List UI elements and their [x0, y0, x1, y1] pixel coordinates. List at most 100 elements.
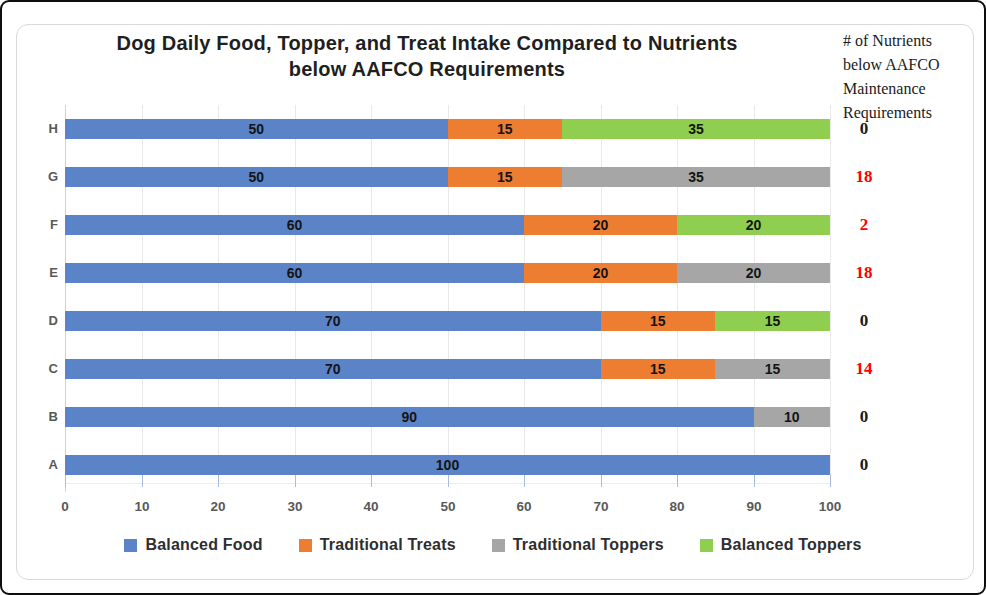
bar-segment-label: 20: [746, 217, 762, 233]
chart-title-line2: below AAFCO Requirements: [42, 56, 812, 82]
x-axis-tick-label: 50: [426, 499, 470, 514]
bar-segment-traditional-toppers: 15: [715, 359, 830, 379]
plot-area: 50 15 35 50 15 35 60 20 20 60 20 20 70 15 15 70 15 15 90 10…: [65, 105, 830, 483]
nutrient-count: 14: [832, 356, 896, 382]
x-axis-tick-label: 60: [502, 499, 546, 514]
bar-segment-label: 50: [248, 121, 264, 137]
bar-segment-balanced-toppers: 20: [677, 215, 830, 235]
x-axis-tick-label: 90: [732, 499, 776, 514]
legend-swatch-icon: [124, 539, 137, 552]
bar-segment-traditional-treats: 15: [448, 167, 563, 187]
category-label: H: [20, 119, 58, 139]
bar-segment-traditional-toppers: 35: [562, 167, 830, 187]
category-label: G: [20, 167, 58, 187]
x-axis-tick-label: 70: [579, 499, 623, 514]
axis-tick: [295, 475, 296, 487]
category-label: B: [20, 407, 58, 427]
axis-tick: [371, 475, 372, 487]
category-label: F: [20, 215, 58, 235]
bar-segment-balanced-toppers: 35: [562, 119, 830, 139]
gridline: [830, 105, 831, 483]
nutrient-count: 0: [832, 116, 896, 142]
bar-segment-label: 15: [765, 361, 781, 377]
x-axis-tick-label: 30: [273, 499, 317, 514]
bar-segment-label: 70: [325, 361, 341, 377]
bar-segment-balanced-food: 70: [65, 359, 601, 379]
bar-segment-traditional-toppers: 10: [754, 407, 831, 427]
bar-segment-label: 35: [688, 169, 704, 185]
right-axis-title: # of Nutrientsbelow AAFCOMaintenanceRequ…: [843, 29, 977, 125]
x-axis-tick-label: 100: [808, 499, 852, 514]
category-label: A: [20, 455, 58, 475]
right-axis-title-line: # of Nutrients: [843, 29, 977, 53]
x-axis-tick-label: 0: [43, 499, 87, 514]
bar-segment-traditional-treats: 15: [448, 119, 563, 139]
y-axis-line: [65, 105, 66, 492]
bar-segment-traditional-treats: 20: [524, 263, 677, 283]
category-label: D: [20, 311, 58, 331]
axis-tick: [448, 475, 449, 487]
category-label: C: [20, 359, 58, 379]
bar-segment-balanced-food: 50: [65, 167, 448, 187]
nutrient-count: 18: [832, 164, 896, 190]
bar-segment-balanced-toppers: 15: [715, 311, 830, 331]
bar-segment-balanced-food: 50: [65, 119, 448, 139]
legend-label: Traditional Toppers: [513, 536, 664, 554]
legend-swatch-icon: [700, 539, 713, 552]
nutrient-count: 2: [832, 212, 896, 238]
bar-segment-label: 15: [497, 169, 513, 185]
axis-tick: [601, 475, 602, 487]
bar-segment-label: 10: [784, 409, 800, 425]
right-axis-title-line: below AAFCO: [843, 53, 977, 77]
x-axis-tick-label: 20: [196, 499, 240, 514]
x-axis-tick-label: 40: [349, 499, 393, 514]
bar-segment-balanced-food: 70: [65, 311, 601, 331]
legend-swatch-icon: [299, 539, 312, 552]
legend-item-traditional-toppers: Traditional Toppers: [492, 536, 664, 554]
category-label: E: [20, 263, 58, 283]
axis-tick: [65, 475, 66, 487]
nutrient-count: 0: [832, 308, 896, 334]
axis-tick: [677, 475, 678, 487]
bar-segment-label: 20: [593, 217, 609, 233]
bar-segment-label: 20: [746, 265, 762, 281]
axis-tick: [524, 475, 525, 487]
bar-segment-balanced-food: 60: [65, 263, 524, 283]
bar-segment-label: 70: [325, 313, 341, 329]
legend-label: Balanced Food: [145, 536, 262, 554]
bar-segment-traditional-treats: 15: [601, 311, 716, 331]
bar-segment-label: 15: [650, 313, 666, 329]
axis-tick: [754, 475, 755, 487]
bar-segment-traditional-toppers: 20: [677, 263, 830, 283]
bar-segment-label: 15: [650, 361, 666, 377]
axis-tick: [830, 475, 831, 487]
bar-segment-traditional-treats: 20: [524, 215, 677, 235]
x-axis-tick-label: 80: [655, 499, 699, 514]
nutrient-count: 0: [832, 404, 896, 430]
bar-segment-balanced-food: 60: [65, 215, 524, 235]
bar-segment-label: 50: [248, 169, 264, 185]
legend-label: Traditional Treats: [320, 536, 456, 554]
bar-segment-label: 15: [765, 313, 781, 329]
bar-segment-balanced-food: 90: [65, 407, 754, 427]
bar-segment-label: 20: [593, 265, 609, 281]
chart-window: Dog Daily Food, Topper, and Treat Intake…: [0, 0, 986, 595]
bar-segment-label: 35: [688, 121, 704, 137]
bar-segment-traditional-treats: 15: [601, 359, 716, 379]
bar-segment-label: 60: [287, 217, 303, 233]
legend-swatch-icon: [492, 539, 505, 552]
nutrient-count: 0: [832, 452, 896, 478]
legend-label: Balanced Toppers: [721, 536, 862, 554]
right-axis-title-line: Maintenance: [843, 77, 977, 101]
legend: Balanced Food Traditional Treats Tradition…: [2, 536, 984, 554]
axis-tick: [142, 475, 143, 487]
axis-tick: [218, 475, 219, 487]
legend-item-traditional-treats: Traditional Treats: [299, 536, 456, 554]
legend-item-balanced-toppers: Balanced Toppers: [700, 536, 862, 554]
x-axis-tick-label: 10: [120, 499, 164, 514]
bar-segment-balanced-food: 100: [65, 455, 830, 475]
bar-segment-label: 90: [401, 409, 417, 425]
bar-segment-label: 60: [287, 265, 303, 281]
bar-segment-label: 15: [497, 121, 513, 137]
chart-title: Dog Daily Food, Topper, and Treat Intake…: [42, 30, 812, 82]
